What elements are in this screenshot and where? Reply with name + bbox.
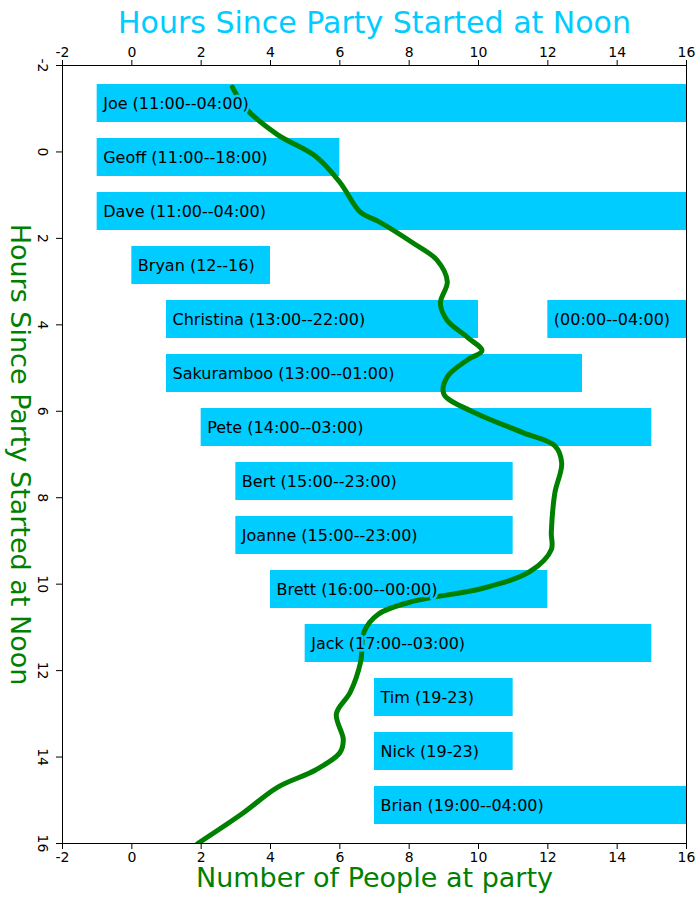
- svg-text:Sakuramboo (13:00--01:00): Sakuramboo (13:00--01:00): [173, 364, 395, 383]
- svg-text:Bert (15:00--23:00): Bert (15:00--23:00): [242, 472, 397, 491]
- svg-text:12: 12: [539, 44, 557, 60]
- svg-text:Joe (11:00--04:00): Joe (11:00--04:00): [102, 94, 249, 113]
- svg-text:0: 0: [35, 147, 51, 156]
- svg-text:14: 14: [608, 849, 626, 865]
- svg-text:Joe (11:00--04:00): Joe (11:00--04:00): [102, 94, 249, 113]
- svg-text:Jack (17:00--03:00): Jack (17:00--03:00): [310, 634, 465, 653]
- svg-text:6: 6: [335, 44, 344, 60]
- svg-text:8: 8: [35, 493, 51, 502]
- svg-text:0: 0: [127, 849, 136, 865]
- svg-text:12: 12: [538, 849, 557, 866]
- svg-text:16: 16: [35, 835, 51, 853]
- svg-text:Sakuramboo (13:00--01:00): Sakuramboo (13:00--01:00): [173, 364, 395, 383]
- svg-text:Christina (13:00--22:00): Christina (13:00--22:00): [173, 310, 366, 329]
- svg-text:10: 10: [469, 849, 488, 866]
- svg-text:Dave (11:00--04:00): Dave (11:00--04:00): [103, 202, 266, 221]
- svg-text:14: 14: [608, 44, 626, 60]
- svg-text:Brian (19:00--04:00): Brian (19:00--04:00): [381, 796, 544, 815]
- svg-text:Jack (17:00--03:00): Jack (17:00--03:00): [310, 634, 465, 653]
- svg-text:Bryan (12--16): Bryan (12--16): [138, 256, 255, 275]
- svg-text:Joanne (15:00--23:00): Joanne (15:00--23:00): [241, 526, 418, 545]
- svg-text:Dave (11:00--04:00): Dave (11:00--04:00): [103, 202, 266, 221]
- svg-text:Nick (19-23): Nick (19-23): [381, 742, 480, 761]
- svg-text:2: 2: [196, 849, 206, 866]
- svg-text:0: 0: [127, 44, 136, 60]
- svg-text:Hours Since Party Started at N: Hours Since Party Started at Noon: [118, 5, 631, 40]
- svg-text:6: 6: [335, 849, 345, 866]
- svg-text:10: 10: [470, 44, 488, 60]
- svg-text:Pete (14:00--03:00): Pete (14:00--03:00): [207, 418, 363, 437]
- svg-text:Joanne (15:00--23:00): Joanne (15:00--23:00): [241, 526, 418, 545]
- svg-text:Brett (16:00--00:00): Brett (16:00--00:00): [277, 580, 438, 599]
- svg-text:Number of People at party: Number of People at party: [196, 862, 553, 893]
- svg-text:Bert (15:00--23:00): Bert (15:00--23:00): [242, 472, 397, 491]
- svg-text:10: 10: [35, 575, 51, 593]
- svg-text:8: 8: [405, 44, 414, 60]
- svg-text:Tim (19-23): Tim (19-23): [380, 688, 474, 707]
- svg-text:16: 16: [678, 44, 696, 60]
- svg-text:Geoff (11:00--18:00): Geoff (11:00--18:00): [103, 148, 267, 167]
- svg-text:Geoff (11:00--18:00): Geoff (11:00--18:00): [103, 148, 267, 167]
- svg-text:4: 4: [266, 44, 275, 60]
- svg-text:4: 4: [35, 320, 51, 329]
- svg-text:Nick (19-23): Nick (19-23): [381, 742, 480, 761]
- svg-text:16: 16: [678, 849, 696, 865]
- svg-text:Hours Since Party Started at N: Hours Since Party Started at Noon: [5, 224, 36, 686]
- svg-text:Christina (13:00--22:00): Christina (13:00--22:00): [173, 310, 366, 329]
- svg-text:-2: -2: [56, 849, 70, 865]
- svg-text:Brian (19:00--04:00): Brian (19:00--04:00): [381, 796, 544, 815]
- svg-text:-2: -2: [56, 44, 70, 60]
- svg-text:2: 2: [197, 44, 206, 60]
- svg-text:6: 6: [35, 407, 51, 416]
- svg-text:(00:00--04:00): (00:00--04:00): [554, 310, 670, 329]
- svg-text:12: 12: [35, 662, 51, 680]
- svg-text:Pete (14:00--03:00): Pete (14:00--03:00): [207, 418, 363, 437]
- svg-text:4: 4: [266, 849, 275, 866]
- svg-text:Brett (16:00--00:00): Brett (16:00--00:00): [277, 580, 438, 599]
- svg-text:Bryan (12--16): Bryan (12--16): [138, 256, 255, 275]
- svg-text:2: 2: [35, 234, 51, 243]
- svg-text:(00:00--04:00): (00:00--04:00): [554, 310, 670, 329]
- svg-text:14: 14: [35, 748, 51, 766]
- svg-text:Tim (19-23): Tim (19-23): [380, 688, 474, 707]
- svg-text:8: 8: [404, 849, 414, 866]
- svg-text:-2: -2: [35, 59, 51, 73]
